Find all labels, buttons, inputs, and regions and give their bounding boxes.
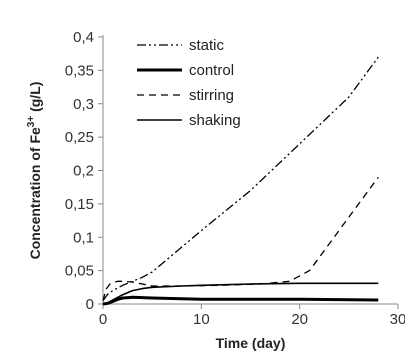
y-axis-title-superscript: 3+ (26, 116, 37, 128)
y-axis-title-unit: (g/L) (27, 82, 43, 116)
x-tick-label: 0 (99, 311, 107, 328)
y-tick-label: 0,4 (73, 29, 94, 46)
y-tick-label: 0,25 (65, 129, 94, 146)
y-axis-title: Concentration of Fe3+ (g/L) (26, 82, 43, 260)
tick-labels: 0 0,05 0,1 0,15 0,2 0,25 0,3 0,35 0,4 0 10 20 30 (65, 29, 405, 328)
y-tick-label: 0 (86, 296, 94, 313)
axes (98, 35, 399, 309)
y-tick-label: 0,1 (73, 229, 94, 246)
legend-label-shaking: shaking (189, 112, 241, 129)
y-tick-label: 0,2 (73, 163, 94, 180)
x-tick-label: 20 (291, 311, 308, 328)
x-tick-label: 30 (390, 311, 405, 328)
y-tick-label: 0,35 (65, 62, 94, 79)
x-tick-label: 10 (193, 311, 210, 328)
legend-label-static: static (189, 37, 225, 54)
legend-label-control: control (189, 62, 234, 79)
y-tick-label: 0,3 (73, 96, 94, 113)
y-tick-label: 0,15 (65, 196, 94, 213)
y-tick-label: 0,05 (65, 263, 94, 280)
legend: static control stirring shaking (137, 37, 241, 129)
x-axis-title: Time (day) (216, 335, 286, 351)
series-line-static (102, 56, 379, 302)
series-lines (102, 56, 379, 306)
y-axis-title-main: Concentration of Fe (27, 127, 43, 259)
series-line-stirring (102, 176, 379, 301)
legend-label-stirring: stirring (189, 87, 234, 104)
series-line-control (102, 295, 379, 306)
series-line-shaking (102, 282, 379, 305)
